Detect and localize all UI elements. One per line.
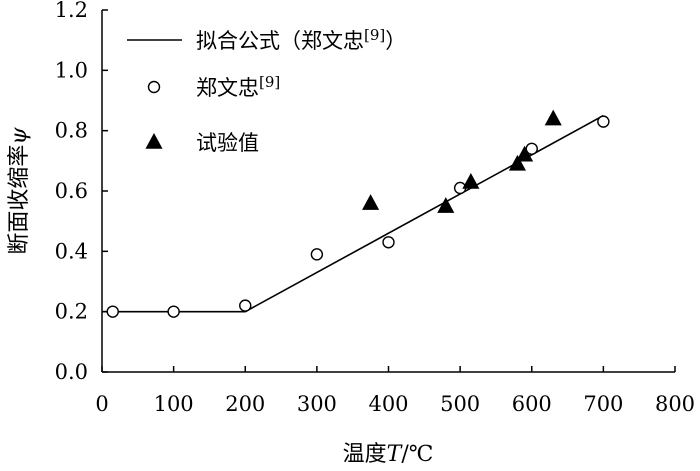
legend-circle-swatch	[147, 80, 161, 94]
data-point-circle	[310, 248, 324, 261]
x-tick-label: 0	[95, 392, 108, 416]
y-tick-label: 1.2	[55, 0, 88, 22]
y-tick-label: 0.0	[55, 360, 88, 384]
x-tick-label: 700	[583, 392, 623, 416]
data-point-triangle	[508, 154, 526, 171]
y-tick-label: 0.2	[55, 300, 88, 324]
legend-label: 试验值	[196, 131, 259, 155]
y-tick-label: 0.4	[55, 239, 88, 263]
data-point-circle	[382, 236, 395, 249]
legend: 拟合公式（郑文忠[9]） 郑文忠[9] 试验值	[127, 26, 406, 155]
x-tick-label: 800	[655, 392, 695, 416]
data-point-triangle	[544, 109, 562, 126]
data-point-triangle	[437, 197, 455, 213]
x-tick-label: 400	[368, 392, 408, 416]
data-point-circle	[239, 299, 252, 312]
y-tick-label: 0.6	[55, 179, 88, 203]
data-point-circle	[597, 115, 610, 128]
x-tick-label: 300	[297, 392, 337, 416]
data-point-triangle	[362, 194, 380, 210]
plot-area	[102, 109, 610, 318]
y-tick-label: 1.0	[55, 58, 88, 82]
x-tick-label: 200	[225, 392, 265, 416]
x-tick-label: 600	[512, 392, 552, 416]
legend-label: 郑文忠[9]	[196, 73, 280, 100]
data-point-circle	[525, 142, 538, 155]
x-ticks: 0 100 200 300 400 500 600 700 800	[95, 366, 695, 416]
data-point-circle	[106, 305, 119, 318]
data-point-triangle	[462, 172, 480, 189]
y-tick-label: 0.8	[55, 119, 88, 143]
axes	[101, 10, 675, 373]
data-point-circle	[167, 305, 180, 318]
legend-label: 拟合公式（郑文忠[9]）	[196, 26, 406, 53]
x-axis-title: 温度T/℃	[343, 442, 434, 467]
x-tick-label: 100	[154, 392, 194, 416]
legend-triangle-swatch	[145, 133, 163, 149]
data-point-triangle	[516, 145, 534, 162]
y-axis-title: 断面收缩率ψ	[7, 127, 32, 255]
y-ticks: 0.0 0.2 0.4 0.6 0.8 1.0 1.2	[55, 0, 108, 384]
x-tick-label: 500	[440, 392, 480, 416]
